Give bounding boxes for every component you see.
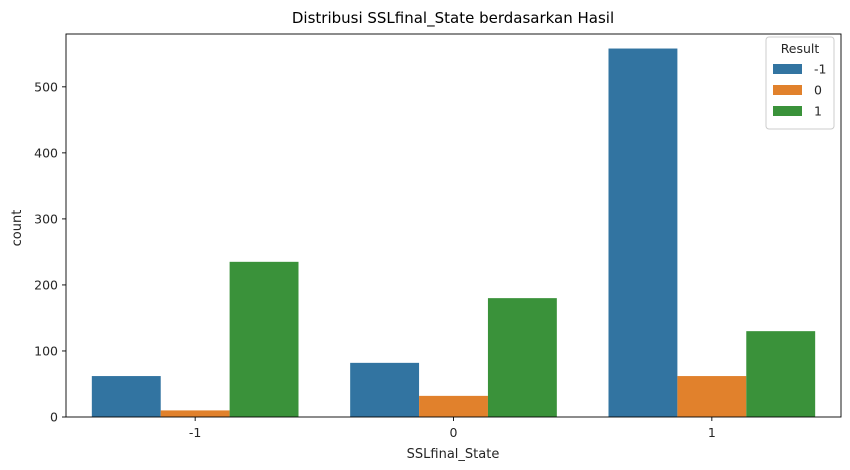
x-axis-label: SSLfinal_State bbox=[407, 447, 500, 462]
chart-title: Distribusi SSLfinal_State berdasarkan Ha… bbox=[292, 9, 614, 28]
plot-area: 0 100 200 300 400 500 bbox=[34, 33, 842, 425]
bar bbox=[229, 261, 299, 417]
y-tick-label: 400 bbox=[34, 145, 58, 160]
bar bbox=[91, 376, 161, 417]
y-tick-label: 100 bbox=[34, 343, 58, 358]
axes-frame bbox=[65, 33, 842, 418]
legend-entry-label: 0 bbox=[814, 83, 822, 98]
y-tick-label: 200 bbox=[34, 277, 58, 292]
bar bbox=[677, 376, 747, 417]
legend-swatch bbox=[773, 85, 802, 95]
legend-swatch bbox=[773, 106, 802, 116]
x-tick-label: 0 bbox=[450, 425, 458, 440]
bar bbox=[487, 298, 557, 417]
y-tick-label: 0 bbox=[50, 410, 58, 425]
bar bbox=[350, 362, 420, 417]
y-tick-label: 500 bbox=[34, 79, 58, 94]
bar bbox=[746, 331, 816, 417]
x-tick-label: 1 bbox=[708, 425, 716, 440]
x-tick-label: -1 bbox=[189, 425, 201, 440]
y-tick-label: 300 bbox=[34, 211, 58, 226]
y-axis-label: count bbox=[10, 210, 25, 247]
bar bbox=[160, 410, 230, 417]
legend-title: Result bbox=[781, 41, 820, 56]
bar bbox=[419, 395, 488, 417]
legend-entry-label: 1 bbox=[814, 104, 822, 119]
legend-swatch bbox=[773, 64, 802, 74]
legend-entry-label: -1 bbox=[814, 62, 826, 77]
legend: Result -1 0 1 bbox=[765, 36, 835, 130]
bar bbox=[608, 48, 678, 417]
